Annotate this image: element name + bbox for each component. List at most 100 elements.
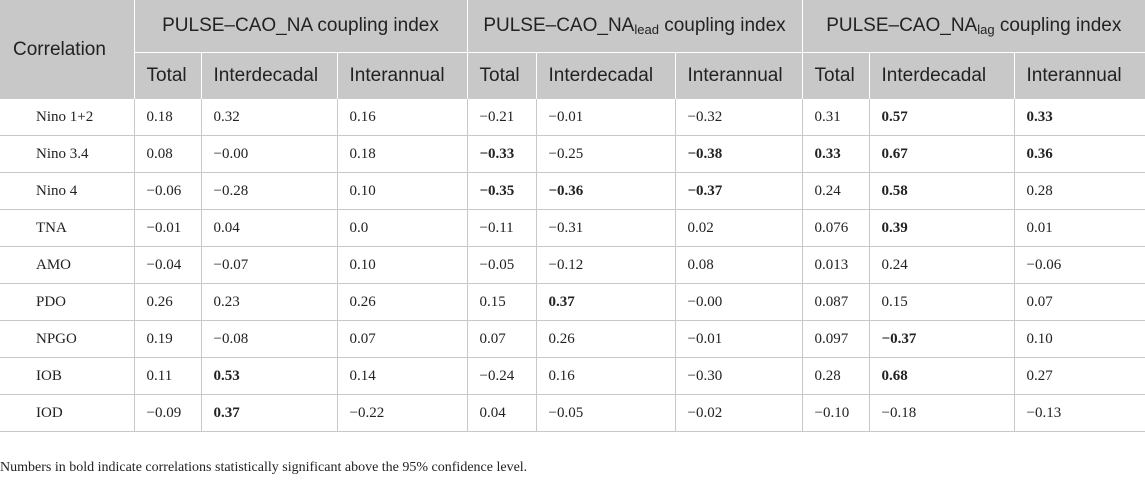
table-cell: 0.26 [134, 283, 202, 321]
table-cell: −0.21 [467, 99, 537, 136]
table-cell: 0.0 [337, 209, 468, 247]
table-cell: 0.07 [337, 320, 468, 358]
table-cell: 0.26 [536, 320, 676, 358]
header-row-groups: Correlation PULSE–CAO_NA coupling index … [0, 0, 1145, 99]
table-cell: 0.087 [802, 283, 870, 321]
table-cell: −0.06 [134, 172, 202, 210]
subcolumn-interdecadal: Interdecadal [201, 52, 338, 99]
row-label: IOD [0, 394, 135, 432]
table-cell: −0.05 [467, 246, 537, 284]
table-cell: −0.12 [536, 246, 676, 284]
table-cell: 0.07 [1014, 283, 1145, 321]
table-cell: −0.37 [675, 172, 803, 210]
row-label: Nino 1+2 [0, 99, 135, 136]
table-cell: 0.10 [1014, 320, 1145, 358]
table-cell: −0.04 [134, 246, 202, 284]
group-header-prefix: PULSE–CAO_NA [483, 15, 635, 36]
table-cell: 0.37 [201, 394, 338, 432]
table-cell: −0.00 [201, 135, 338, 173]
group-header-prefix: PULSE–CAO_NA [826, 15, 978, 36]
group-header-subscript: lag [977, 22, 995, 37]
subcolumn-interdecadal: Interdecadal [536, 52, 676, 99]
corner-header: Correlation [0, 0, 135, 99]
table-cell: 0.39 [869, 209, 1015, 247]
table-cell: −0.36 [536, 172, 676, 210]
table-row: Nino 1+2 0.18 0.32 0.16 −0.21 −0.01 −0.32 0.31 0… [0, 99, 1145, 136]
table-cell: 0.32 [201, 99, 338, 136]
table-row: TNA −0.01 0.04 0.0 −0.11 −0.31 0.02 0.076 0.39 0.… [0, 209, 1145, 247]
table-cell: −0.30 [675, 357, 803, 395]
table-cell: 0.28 [802, 357, 870, 395]
table-cell: 0.02 [675, 209, 803, 247]
group-header-suffix: coupling index [312, 15, 439, 36]
group-header-total-index: PULSE–CAO_NA coupling index [134, 0, 468, 53]
table-cell: −0.33 [467, 135, 537, 173]
table-cell: −0.00 [675, 283, 803, 321]
group-header-suffix: coupling index [994, 15, 1122, 36]
table-cell: −0.01 [134, 209, 202, 247]
table-cell: −0.24 [467, 357, 537, 395]
table-row: Nino 3.4 0.08 −0.00 0.18 −0.33 −0.25 −0.38 0.33… [0, 135, 1145, 173]
table-cell: 0.16 [337, 99, 468, 136]
table-cell: 0.097 [802, 320, 870, 358]
table-cell: 0.19 [134, 320, 202, 358]
table-row: PDO 0.26 0.23 0.26 0.15 0.37 −0.00 0.087 0.15 0.0… [0, 283, 1145, 321]
table-cell: 0.14 [337, 357, 468, 395]
table-cell: 0.18 [337, 135, 468, 173]
table-body: Nino 1+2 0.18 0.32 0.16 −0.21 −0.01 −0.32 0.31 0… [0, 99, 1145, 432]
subcolumn-total: Total [802, 52, 870, 99]
subcolumn-interannual: Interannual [337, 52, 468, 99]
group-header-subscript: lead [634, 22, 659, 37]
table-cell: 0.076 [802, 209, 870, 247]
table-cell: −0.09 [134, 394, 202, 432]
table-cell: −0.02 [675, 394, 803, 432]
table-row: AMO −0.04 −0.07 0.10 −0.05 −0.12 0.08 0.013 0.24… [0, 246, 1145, 284]
table-cell: 0.04 [201, 209, 338, 247]
table-row: IOB 0.11 0.53 0.14 −0.24 0.16 −0.30 0.28 0.68 0.2… [0, 357, 1145, 395]
table-cell: 0.24 [869, 246, 1015, 284]
table-cell: 0.15 [869, 283, 1015, 321]
table-cell: 0.36 [1014, 135, 1145, 173]
group-header-lead-index: PULSE–CAO_NAlead coupling index [467, 0, 803, 53]
table-row: NPGO 0.19 −0.08 0.07 0.07 0.26 −0.01 0.097 −0.37… [0, 320, 1145, 358]
table-cell: 0.04 [467, 394, 537, 432]
table-cell: −0.25 [536, 135, 676, 173]
table-cell: 0.18 [134, 99, 202, 136]
table-cell: 0.15 [467, 283, 537, 321]
table-cell: −0.01 [675, 320, 803, 358]
table-cell: 0.33 [802, 135, 870, 173]
subcolumn-total: Total [467, 52, 537, 99]
table-cell: 0.24 [802, 172, 870, 210]
group-header-prefix: PULSE–CAO_NA [162, 15, 313, 36]
row-label: IOB [0, 357, 135, 395]
table-cell: −0.08 [201, 320, 338, 358]
table-cell: 0.11 [134, 357, 202, 395]
table-row: IOD −0.09 0.37 −0.22 0.04 −0.05 −0.02 −0.10 −0.1… [0, 394, 1145, 432]
table-cell: 0.57 [869, 99, 1015, 136]
table-cell: −0.18 [869, 394, 1015, 432]
row-label: TNA [0, 209, 135, 247]
subcolumn-interannual: Interannual [1014, 52, 1145, 99]
table-cell: 0.07 [467, 320, 537, 358]
table-cell: 0.53 [201, 357, 338, 395]
table-cell: −0.01 [536, 99, 676, 136]
table-cell: −0.10 [802, 394, 870, 432]
table-cell: 0.10 [337, 172, 468, 210]
row-label: Nino 4 [0, 172, 135, 210]
table-cell: −0.07 [201, 246, 338, 284]
table-cell: 0.31 [802, 99, 870, 136]
table-cell: −0.11 [467, 209, 537, 247]
table-cell: 0.58 [869, 172, 1015, 210]
subcolumn-interannual: Interannual [675, 52, 803, 99]
table-cell: 0.013 [802, 246, 870, 284]
table-cell: 0.10 [337, 246, 468, 284]
group-header-suffix: coupling index [658, 15, 786, 36]
table-cell: −0.35 [467, 172, 537, 210]
table-cell: 0.67 [869, 135, 1015, 173]
table-row: Nino 4 −0.06 −0.28 0.10 −0.35 −0.36 −0.37 0.24 0… [0, 172, 1145, 210]
table-cell: 0.68 [869, 357, 1015, 395]
table-cell: −0.37 [869, 320, 1015, 358]
table-cell: −0.32 [675, 99, 803, 136]
table-cell: 0.01 [1014, 209, 1145, 247]
header-row-subcolumns: Total Interdecadal Interannual Total Int… [0, 52, 1145, 99]
